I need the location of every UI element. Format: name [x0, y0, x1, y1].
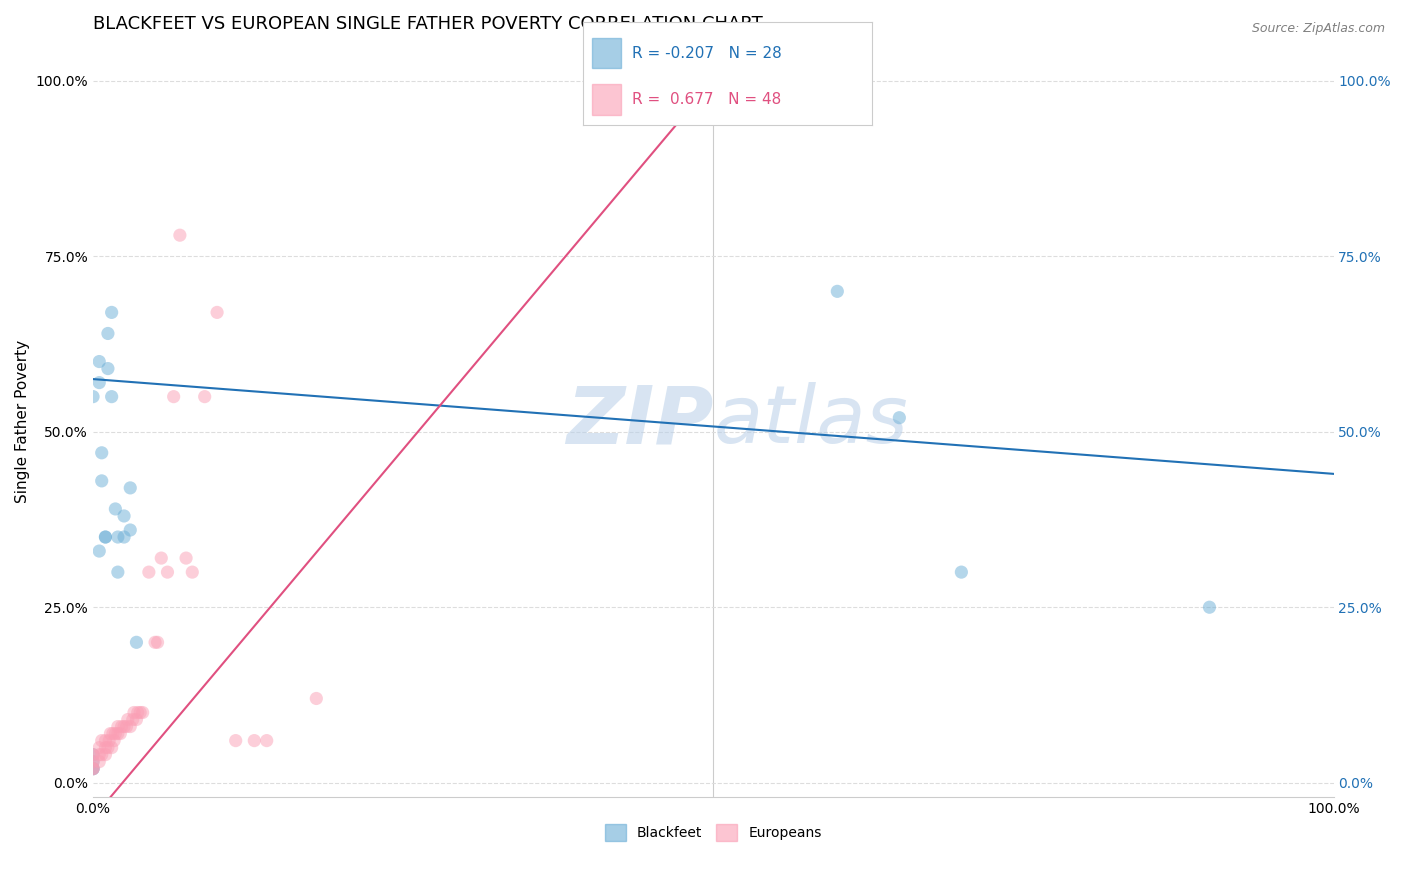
Point: [94, 530, 117, 544]
Point: [94, 530, 117, 544]
Point: [97, 740, 120, 755]
Point: [100, 390, 122, 404]
Point: [225, 733, 247, 747]
Point: [89, 354, 111, 368]
Point: [120, 720, 142, 734]
Point: [82, 755, 104, 769]
Point: [82, 747, 104, 762]
Point: [121, 713, 143, 727]
Text: atlas: atlas: [713, 382, 908, 460]
Point: [94, 747, 117, 762]
Text: R = -0.207   N = 28: R = -0.207 N = 28: [633, 45, 782, 61]
Point: [89, 740, 111, 755]
Point: [129, 706, 152, 720]
Point: [82, 762, 104, 776]
Text: ZIP: ZIP: [565, 382, 713, 460]
Point: [90, 747, 112, 762]
Point: [90, 474, 112, 488]
Point: [169, 228, 191, 243]
Point: [90, 446, 112, 460]
Point: [110, 720, 132, 734]
Point: [82, 390, 104, 404]
Point: [112, 720, 135, 734]
Point: [112, 530, 135, 544]
Point: [138, 565, 160, 579]
Point: [100, 305, 122, 319]
Point: [122, 706, 145, 720]
Point: [112, 508, 135, 523]
Point: [174, 551, 197, 566]
Point: [127, 706, 149, 720]
Point: [94, 740, 117, 755]
Point: [1198, 600, 1220, 615]
Point: [89, 544, 111, 558]
Point: [205, 305, 228, 319]
Point: [107, 726, 129, 740]
Point: [125, 635, 148, 649]
Text: R =  0.677   N = 48: R = 0.677 N = 48: [633, 92, 782, 107]
Point: [181, 565, 204, 579]
Point: [97, 361, 120, 376]
Bar: [592, 37, 621, 69]
Point: [120, 523, 142, 537]
Point: [90, 733, 112, 747]
Point: [89, 747, 111, 762]
Point: [125, 713, 148, 727]
Point: [82, 762, 104, 776]
Point: [131, 706, 153, 720]
Text: Source: ZipAtlas.com: Source: ZipAtlas.com: [1251, 22, 1385, 36]
Legend: Blackfeet, Europeans: Blackfeet, Europeans: [599, 818, 827, 847]
Point: [100, 740, 122, 755]
Point: [82, 762, 104, 776]
Point: [117, 713, 139, 727]
Point: [104, 726, 127, 740]
Point: [163, 390, 186, 404]
Bar: [592, 84, 621, 114]
Point: [146, 635, 169, 649]
Point: [150, 551, 173, 566]
Point: [104, 502, 127, 516]
Point: [115, 720, 138, 734]
Point: [107, 565, 129, 579]
Point: [827, 285, 849, 299]
Point: [97, 326, 120, 341]
Point: [194, 390, 217, 404]
Point: [143, 635, 166, 649]
Text: BLACKFEET VS EUROPEAN SINGLE FATHER POVERTY CORRELATION CHART: BLACKFEET VS EUROPEAN SINGLE FATHER POVE…: [93, 15, 763, 33]
Point: [94, 733, 117, 747]
Point: [950, 565, 973, 579]
Point: [110, 726, 132, 740]
Point: [107, 530, 129, 544]
Point: [89, 376, 111, 390]
Point: [256, 733, 278, 747]
Point: [101, 726, 124, 740]
Point: [107, 720, 129, 734]
Point: [889, 410, 911, 425]
Point: [89, 755, 111, 769]
Point: [305, 691, 328, 706]
Point: [103, 733, 125, 747]
Point: [98, 733, 121, 747]
Point: [243, 733, 266, 747]
Point: [120, 481, 142, 495]
Point: [100, 726, 122, 740]
Point: [82, 755, 104, 769]
Point: [82, 747, 104, 762]
Point: [156, 565, 179, 579]
Point: [82, 762, 104, 776]
Y-axis label: Single Father Poverty: Single Father Poverty: [15, 340, 30, 503]
